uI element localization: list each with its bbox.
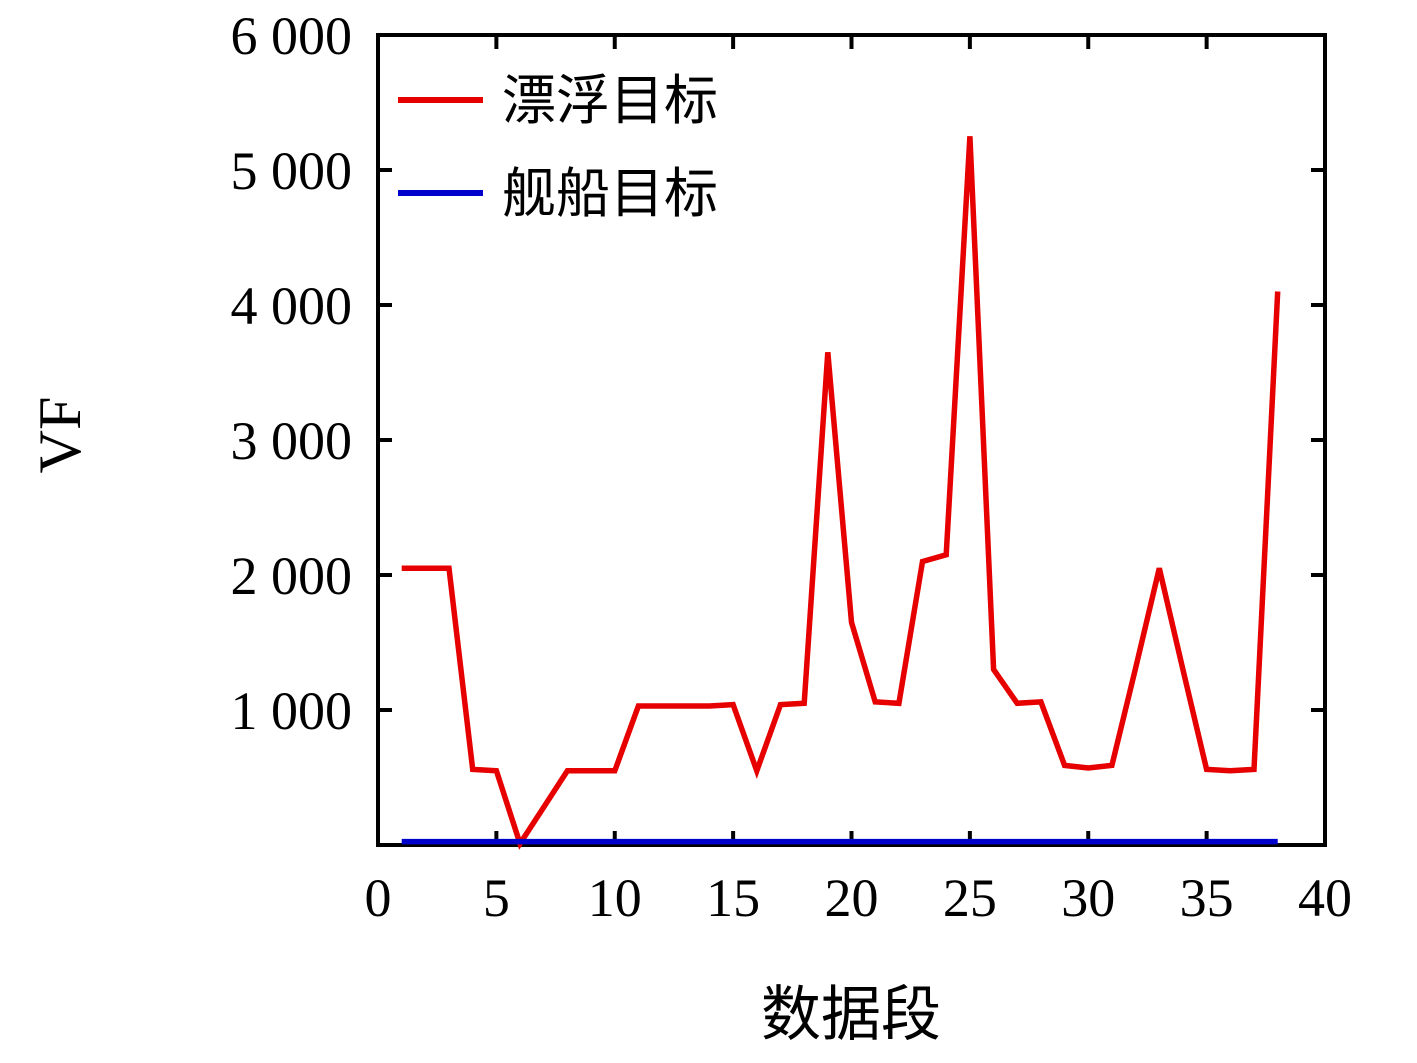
x-tick-label: 10: [588, 868, 642, 928]
x-tick-label: 5: [483, 868, 510, 928]
tick-labels: 0 5 10 15 20 25 30 35 40 1 000 2 000 3 000 4 000 5 00…: [231, 6, 1353, 928]
y-tick-label: 5 000: [231, 141, 353, 201]
plot-border: [376, 33, 1327, 847]
x-tick-label: 25: [943, 868, 997, 928]
x-tick-label: 0: [365, 868, 392, 928]
y-axis-title: VF: [27, 397, 93, 474]
legend: 漂浮目标 舰船目标: [398, 71, 718, 224]
legend-label-floating-target: 漂浮目标: [502, 71, 718, 131]
y-tick-label: 1 000: [231, 681, 353, 741]
x-axis-title: 数据段: [761, 982, 941, 1048]
legend-label-ship-target: 舰船目标: [502, 164, 718, 224]
y-tick-label: 2 000: [231, 546, 353, 606]
x-tick-label: 20: [825, 868, 879, 928]
series-line-0: [401, 136, 1281, 850]
y-tick-label: 3 000: [231, 411, 353, 471]
tick-marks: [376, 33, 1327, 845]
x-tick-label: 30: [1061, 868, 1115, 928]
x-tick-label: 15: [706, 868, 760, 928]
data-series: [401, 136, 1281, 850]
x-tick-label: 40: [1298, 868, 1352, 928]
y-tick-label: 4 000: [231, 276, 353, 336]
x-tick-label: 35: [1180, 868, 1234, 928]
y-tick-label: 6 000: [231, 6, 353, 66]
